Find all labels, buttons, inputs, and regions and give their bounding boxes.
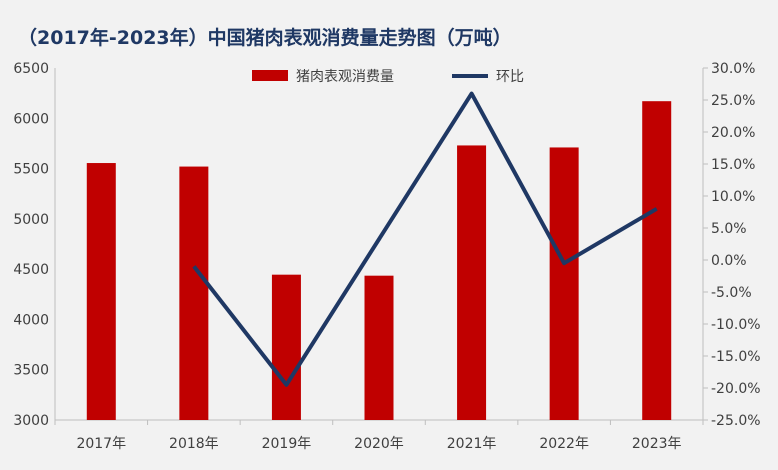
y-right-tick-label: 15.0% <box>711 157 755 173</box>
x-tick-label: 2022年 <box>539 436 589 452</box>
bar <box>549 147 579 421</box>
x-tick-label: 2019年 <box>262 436 312 452</box>
y-right-tick-label: -25.0% <box>711 413 761 429</box>
x-tick-label: 2021年 <box>447 436 497 452</box>
legend-line-label: 环比 <box>496 69 524 85</box>
x-tick-label: 2023年 <box>632 436 682 452</box>
y-left-tick-label: 5500 <box>13 162 49 178</box>
x-tick-label: 2017年 <box>76 436 126 452</box>
y-right-tick-label: 30.0% <box>711 61 755 77</box>
bar <box>364 275 394 420</box>
y-right-tick-label: -15.0% <box>711 349 761 365</box>
y-right-tick-label: -5.0% <box>711 285 752 301</box>
y-left-tick-label: 4500 <box>13 262 49 278</box>
bar <box>86 163 116 421</box>
y-left-tick-label: 3500 <box>13 363 49 379</box>
series-line <box>192 91 658 387</box>
y-left-tick-label: 6000 <box>13 111 49 127</box>
legend: 猪肉表观消费量 环比 <box>252 69 524 85</box>
bar <box>179 166 209 420</box>
y-right-tick-label: 25.0% <box>711 93 755 109</box>
y-left-tick-label: 5000 <box>13 212 49 228</box>
chart-title: （2017年-2023年）中国猪肉表观消费量走势图（万吨） <box>18 26 512 49</box>
y-right-tick-label: 0.0% <box>711 253 747 269</box>
legend-bar-swatch <box>252 70 288 81</box>
y-left-tick-label: 6500 <box>13 61 49 77</box>
x-tick-label: 2018年 <box>169 436 219 452</box>
y-left-tick-label: 4000 <box>13 312 49 328</box>
y-right-tick-label: 5.0% <box>711 221 747 237</box>
y-right-tick-label: -20.0% <box>711 381 761 397</box>
y-right-tick-label: 10.0% <box>711 189 755 205</box>
bar <box>271 274 301 420</box>
y-right-tick-label: 20.0% <box>711 125 755 141</box>
bar <box>642 101 672 420</box>
plot-area: 3000 3500 4000 4500 5000 5500 6000 6500 -25.0% -2… <box>13 61 760 452</box>
y-right-tick-label: -10.0% <box>711 317 761 333</box>
y-left-tick-label: 3000 <box>13 413 49 429</box>
x-tick-label: 2020年 <box>354 436 404 452</box>
bar <box>457 145 487 420</box>
legend-bar-label: 猪肉表观消费量 <box>296 69 394 85</box>
